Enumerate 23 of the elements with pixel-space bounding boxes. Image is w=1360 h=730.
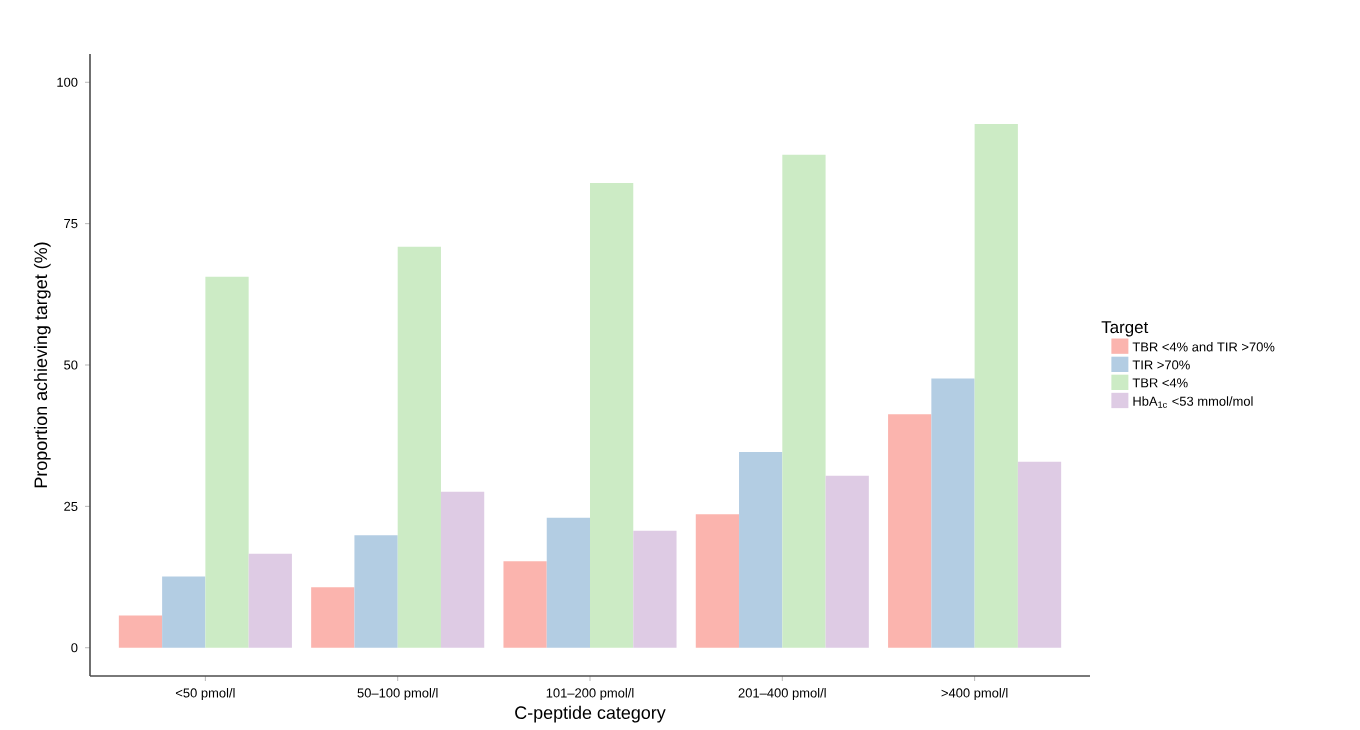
x-axis-title: C-peptide category xyxy=(515,705,666,723)
bar xyxy=(825,475,869,648)
bar xyxy=(354,535,398,648)
bar xyxy=(440,491,485,648)
bar xyxy=(205,276,249,648)
bar xyxy=(590,182,634,648)
bar xyxy=(248,553,292,648)
bar xyxy=(931,378,975,648)
bar xyxy=(888,414,932,648)
bar xyxy=(503,561,547,648)
legend-title: Target xyxy=(1101,321,1149,337)
bar xyxy=(118,615,163,648)
bar xyxy=(782,154,826,648)
bar xyxy=(162,576,206,648)
y-axis-title: Proportion achieving target (%) xyxy=(33,242,51,488)
bar xyxy=(397,246,441,648)
bar xyxy=(311,587,355,648)
bar xyxy=(546,517,590,648)
bar xyxy=(1017,461,1062,648)
bar xyxy=(974,124,1018,648)
bar xyxy=(739,452,783,648)
bar xyxy=(633,530,677,648)
bar xyxy=(695,514,740,648)
